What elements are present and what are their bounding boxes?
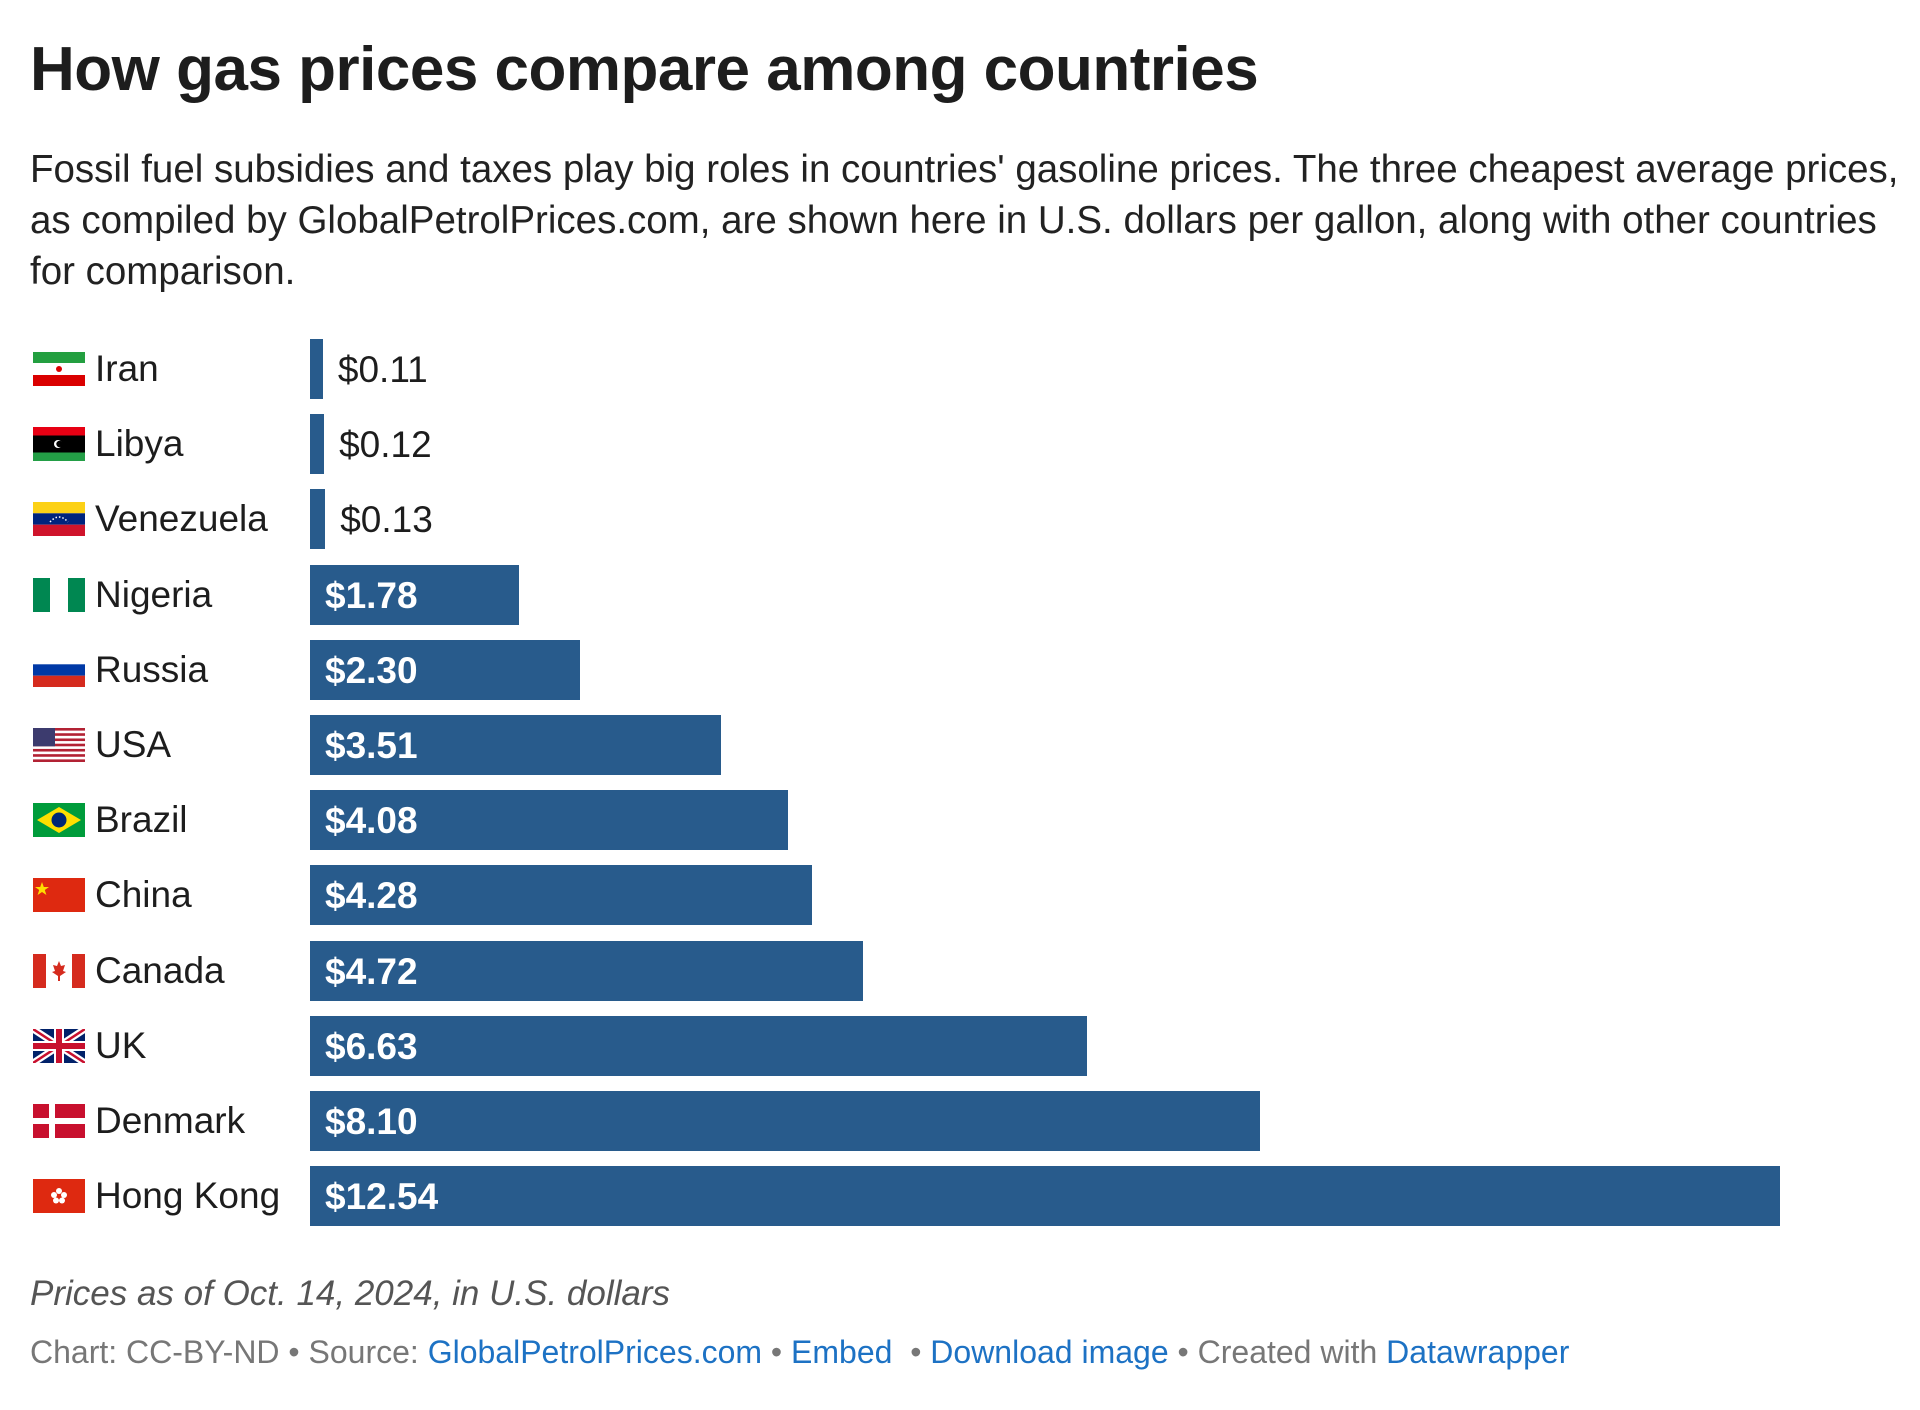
data-label: $1.78 <box>325 574 418 616</box>
separator: • <box>901 1334 931 1370</box>
venezuela-flag-icon <box>33 502 85 537</box>
category-label: USA <box>95 724 172 765</box>
data-label: $3.51 <box>325 725 418 766</box>
bar-row-russia: Russia $2.30 <box>0 639 1920 700</box>
license-text: Chart: CC-BY-ND <box>30 1334 280 1370</box>
bar-venezuela <box>310 489 326 550</box>
separator: • <box>279 1334 309 1370</box>
bar-libya <box>310 414 325 475</box>
bar-row-venezuela: Venezuela $0.13 <box>0 489 1920 550</box>
bar-russia <box>310 639 580 700</box>
bar-nigeria <box>310 564 519 625</box>
data-label: $0.13 <box>340 499 433 541</box>
data-label: $4.72 <box>325 950 418 992</box>
data-label: $4.28 <box>325 875 418 917</box>
category-label: Venezuela <box>95 498 268 540</box>
data-label: $6.63 <box>325 1025 418 1067</box>
category-label: Brazil <box>95 799 188 841</box>
bar-row-nigeria: Nigeria $1.78 <box>0 564 1920 625</box>
download-image-link[interactable]: Download image <box>930 1334 1169 1370</box>
category-label: Canada <box>95 949 225 991</box>
data-label: $8.10 <box>325 1101 418 1142</box>
iran-flag-icon <box>33 352 85 386</box>
chart-note: Prices as of Oct. 14, 2024, in U.S. doll… <box>30 1274 671 1313</box>
bar-row-iran: Iran $0.11 <box>0 339 1920 399</box>
uk-flag-icon <box>33 1028 85 1063</box>
category-label: Denmark <box>95 1100 246 1141</box>
china-flag-icon <box>33 878 85 913</box>
separator: • <box>762 1334 792 1370</box>
bar-chart: Iran $0.11 Libya $0.12 Venezuela $0.13 Nigeria… <box>0 320 1920 1240</box>
category-label: Iran <box>95 348 159 389</box>
bar-usa <box>310 715 722 775</box>
data-label: $0.12 <box>339 424 432 466</box>
bar-row-usa: USA $3.51 <box>0 715 1920 775</box>
hong-kong-flag-icon <box>33 1179 85 1214</box>
bar-row-uk: UK $6.63 <box>0 1015 1920 1076</box>
nigeria-flag-icon <box>33 577 85 612</box>
libya-flag-icon <box>33 427 85 462</box>
chart-title: How gas prices compare among countries <box>30 35 1259 104</box>
chart-subtitle: Fossil fuel subsidies and taxes play big… <box>30 148 1899 293</box>
brazil-flag-icon <box>33 803 85 838</box>
bar-row-hong-kong: Hong Kong $12.54 <box>0 1166 1920 1227</box>
denmark-flag-icon <box>33 1104 85 1138</box>
bar-hong-kong <box>310 1166 1780 1227</box>
data-label: $0.11 <box>337 349 428 390</box>
source-label: Source: <box>308 1334 428 1370</box>
category-label: Libya <box>95 423 184 465</box>
bar-uk <box>310 1015 1088 1076</box>
category-label: Russia <box>95 648 209 690</box>
category-label: China <box>95 874 192 916</box>
category-label: Hong Kong <box>95 1175 281 1217</box>
bar-iran <box>310 339 323 399</box>
category-label: Nigeria <box>95 573 213 615</box>
bar-china <box>310 865 812 926</box>
bar-denmark <box>310 1091 1260 1151</box>
bar-row-canada: Canada $4.72 <box>0 940 1920 1001</box>
bar-row-denmark: Denmark $8.10 <box>0 1091 1920 1151</box>
usa-flag-icon <box>33 728 85 762</box>
bar-row-china: China $4.28 <box>0 865 1920 926</box>
category-label: UK <box>95 1024 147 1066</box>
separator: • <box>1168 1334 1198 1370</box>
bar-row-libya: Libya $0.12 <box>0 414 1920 475</box>
data-label: $4.08 <box>325 800 418 842</box>
data-label: $12.54 <box>325 1176 439 1218</box>
canada-flag-icon <box>33 953 85 988</box>
source-link[interactable]: GlobalPetrolPrices.com <box>427 1334 763 1370</box>
bar-row-brazil: Brazil $4.08 <box>0 790 1920 851</box>
embed-link[interactable]: Embed <box>791 1334 893 1370</box>
bar-brazil <box>310 790 789 851</box>
created-with-text: Created with <box>1197 1334 1387 1370</box>
datawrapper-link[interactable]: Datawrapper <box>1386 1334 1570 1370</box>
chart-credits: Chart: CC-BY-ND • Source: GlobalPetrolPr… <box>30 1334 1569 1371</box>
russia-flag-icon <box>33 652 85 687</box>
bar-canada <box>310 940 864 1001</box>
data-label: $2.30 <box>325 649 418 691</box>
